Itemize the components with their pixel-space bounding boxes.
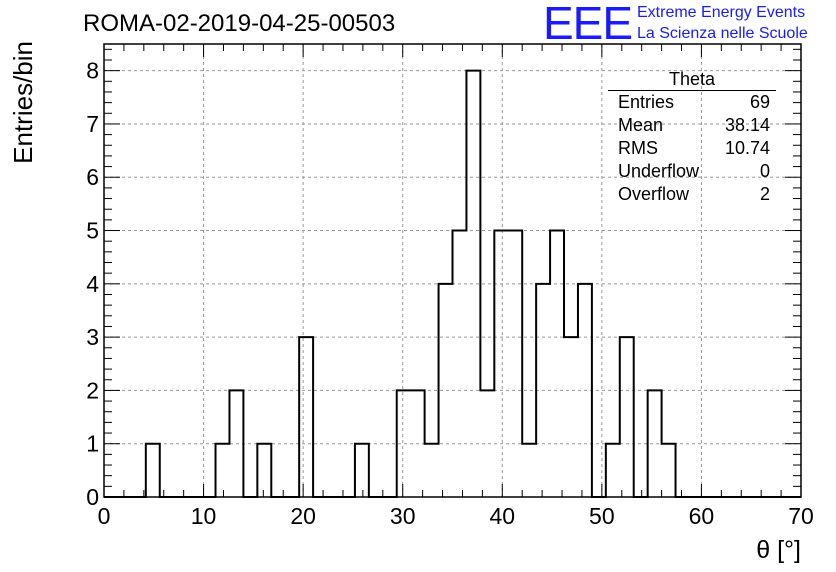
- stats-label: Overflow: [618, 184, 690, 204]
- x-tick-label: 60: [689, 503, 715, 529]
- x-tick-label: 50: [589, 503, 615, 529]
- logo-subtitle-2: La Scienza nelle Scuole: [637, 25, 808, 42]
- stats-value: 10.74: [724, 138, 770, 158]
- stats-value: 38.14: [724, 115, 770, 135]
- stats-label: Mean: [618, 115, 664, 135]
- x-tick-label: 0: [98, 503, 111, 529]
- stats-row-underflow: Underflow 0: [608, 160, 776, 183]
- stats-title: Theta: [608, 68, 776, 91]
- stats-row-rms: RMS 10.74: [608, 137, 776, 160]
- y-tick-label: 1: [86, 431, 99, 457]
- stats-row-mean: Mean 38.14: [608, 114, 776, 137]
- run-title: ROMA-02-2019-04-25-00503: [83, 10, 396, 37]
- y-tick-label: 2: [86, 377, 99, 403]
- x-axis-label: θ [°]: [756, 536, 801, 564]
- stats-label: Entries: [618, 92, 675, 112]
- stats-value: 0: [759, 161, 770, 181]
- y-tick-label: 0: [86, 484, 99, 510]
- y-tick-label: 8: [86, 58, 99, 84]
- logo-subtitle-1: Extreme Energy Events: [637, 4, 806, 21]
- x-tick-label: 30: [390, 503, 416, 529]
- x-tick-label: 40: [489, 503, 515, 529]
- axis-ticks: [103, 44, 802, 498]
- stats-box: Theta Entries 69 Mean 38.14 RMS 10.74 Un…: [608, 68, 776, 206]
- stats-label: Underflow: [618, 161, 700, 181]
- y-tick-label: 7: [86, 111, 99, 137]
- x-tick-label: 10: [191, 503, 217, 529]
- stats-value: 69: [749, 92, 770, 112]
- eee-logo: EEE: [543, 0, 633, 49]
- stats-label: RMS: [618, 138, 658, 158]
- stats-row-entries: Entries 69: [608, 91, 776, 114]
- y-axis-label: Entries/bin: [8, 41, 38, 164]
- y-tick-label: 3: [86, 324, 99, 350]
- histogram-step-line: [104, 69, 801, 498]
- y-tick-label: 5: [86, 218, 99, 244]
- y-tick-label: 6: [86, 164, 99, 190]
- stats-row-overflow: Overflow 2: [608, 183, 776, 206]
- plot-frame: [103, 43, 802, 498]
- x-tick-label: 70: [788, 503, 814, 529]
- stats-value: 2: [759, 184, 770, 204]
- y-tick-label: 4: [86, 271, 99, 297]
- x-tick-label: 20: [290, 503, 316, 529]
